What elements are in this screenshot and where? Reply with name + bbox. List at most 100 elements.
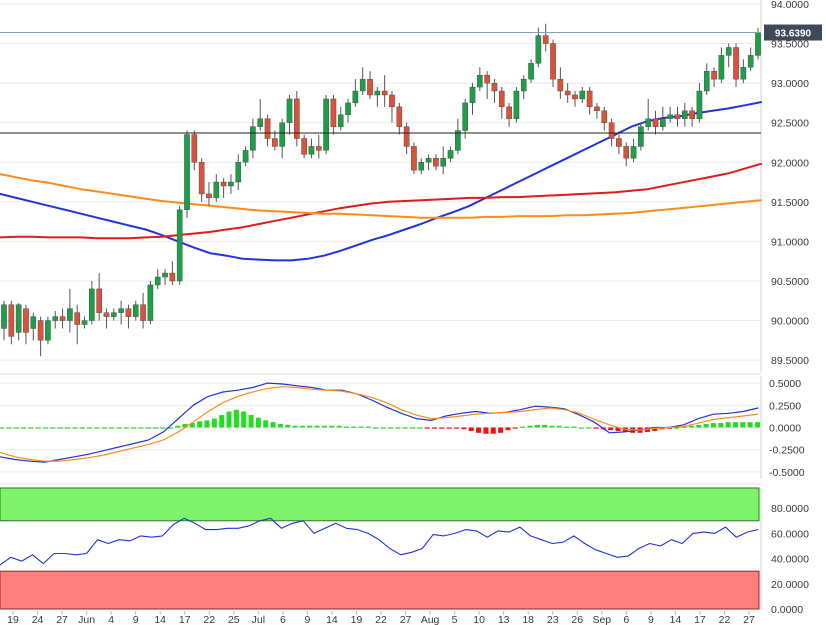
macd-histogram-bar-positive <box>72 427 78 429</box>
candle-up <box>447 150 454 159</box>
candle-down <box>23 308 29 333</box>
candle-up <box>535 35 542 64</box>
candle-down <box>381 90 388 96</box>
candle-down <box>367 78 373 96</box>
candle-down <box>264 118 271 139</box>
rsi-line <box>0 517 759 566</box>
candle-down <box>484 74 490 84</box>
candle-down <box>315 146 322 151</box>
macd-histogram-bar-positive <box>556 425 562 428</box>
macd-histogram-bar-positive <box>153 427 159 429</box>
macd-histogram-bar-positive <box>248 415 254 428</box>
macd-histogram-bar-positive <box>681 426 687 428</box>
candle-down <box>294 98 300 139</box>
macd-histogram-bar-positive <box>94 427 100 429</box>
macd-histogram-bar-positive <box>189 423 195 428</box>
candle-down <box>674 114 681 119</box>
macd-histogram-bar-positive <box>226 411 232 428</box>
macd-histogram-bar-positive <box>696 424 702 428</box>
candle-down <box>652 118 659 127</box>
x-tick-label: 22 <box>375 614 387 625</box>
macd-histogram-bar-positive <box>351 426 357 428</box>
macd-histogram-bar-positive <box>197 421 203 428</box>
candle-up <box>579 90 586 100</box>
macd-histogram-bar-negative <box>454 427 460 429</box>
x-tick-label: 4 <box>108 614 114 625</box>
macd-histogram-bar-positive <box>534 424 540 428</box>
candle-up <box>455 130 461 151</box>
candle-down <box>37 320 44 341</box>
macd-histogram-bar-positive <box>43 427 49 429</box>
candle-up <box>513 90 520 119</box>
macd-histogram-bar-positive <box>65 427 71 429</box>
candle-down <box>140 304 146 321</box>
candle-up <box>359 78 366 92</box>
price-tick-label: 91.0000 <box>771 236 809 248</box>
candle-up <box>352 90 359 104</box>
macd-histogram-bar-positive <box>688 425 694 428</box>
candle-up <box>374 90 381 96</box>
candle-up <box>425 158 432 163</box>
price-tick-label: 92.5000 <box>771 118 809 130</box>
candle-down <box>169 272 176 282</box>
x-tick-label: 25 <box>228 614 240 625</box>
candle-up <box>681 110 688 119</box>
macd-histogram-bar-negative <box>652 427 658 432</box>
x-tick-label: 14 <box>670 614 682 625</box>
overbought-zone <box>0 487 760 522</box>
x-tick-label: 5 <box>452 614 458 625</box>
x-tick-label: 19 <box>7 614 19 625</box>
macd-histogram-bar-positive <box>549 425 555 428</box>
x-tick-label: 17 <box>694 614 706 625</box>
macd-histogram-bar-positive <box>182 423 188 428</box>
oversold-zone <box>0 570 760 610</box>
x-tick-label: 27 <box>400 614 412 625</box>
macd-histogram-bar-positive <box>175 425 181 428</box>
candle-down <box>125 308 132 317</box>
macd-histogram-bar-positive <box>123 427 129 429</box>
last-price-tag <box>764 24 822 41</box>
macd-histogram-bar-positive <box>57 427 63 429</box>
macd-histogram-bar-positive <box>116 427 122 429</box>
candle-up <box>440 158 447 167</box>
macd-histogram-bar-positive <box>402 427 408 429</box>
candle-up <box>242 150 249 163</box>
candle-down <box>330 98 337 127</box>
candle-down <box>74 312 81 325</box>
candle-down <box>601 110 608 123</box>
x-tick-label: 19 <box>351 614 363 625</box>
x-axis: 19 24 27 Jun 4 9 14 17 22 25 Jul 6 9 14 19 22 27 Aug 5 10 13… <box>7 611 755 625</box>
candle-up <box>213 181 220 199</box>
macd-histogram-bar-positive <box>564 426 570 428</box>
macd-histogram-bar-negative <box>512 427 518 429</box>
candle-up <box>132 304 139 317</box>
candle-down <box>272 138 278 147</box>
candle-down <box>301 138 307 155</box>
macd-histogram-bar-negative <box>490 427 496 434</box>
candle-down <box>608 122 615 139</box>
x-tick-label: 14 <box>326 614 338 625</box>
candle-down <box>616 138 622 147</box>
macd-histogram-bar-negative <box>608 427 614 431</box>
macd-tick-label: 0.0000 <box>769 423 801 435</box>
candle-down <box>594 106 600 112</box>
macd-histogram-bar-negative <box>432 427 438 429</box>
candle-up <box>228 181 234 187</box>
candle-up <box>462 102 468 131</box>
macd-histogram-bar-negative <box>446 427 452 429</box>
candle-down <box>433 158 439 167</box>
candle-up <box>52 316 59 321</box>
macd-histogram-bar-positive <box>755 422 760 428</box>
macd-histogram-bar-positive <box>13 427 19 429</box>
macd-histogram-bar-positive <box>725 422 731 428</box>
macd-histogram-bar-negative <box>468 427 474 432</box>
macd-histogram-bar-positive <box>674 427 680 429</box>
macd-histogram-bar-positive <box>718 423 724 428</box>
candle-up <box>630 146 637 159</box>
macd-histogram-bar-positive <box>160 427 166 429</box>
x-tick-label: 9 <box>648 614 654 625</box>
macd-histogram-bar-negative <box>615 427 621 432</box>
x-tick-label: Sep <box>592 614 611 625</box>
macd-histogram-bar-positive <box>314 425 320 428</box>
macd-histogram-bar-positive <box>167 427 173 429</box>
